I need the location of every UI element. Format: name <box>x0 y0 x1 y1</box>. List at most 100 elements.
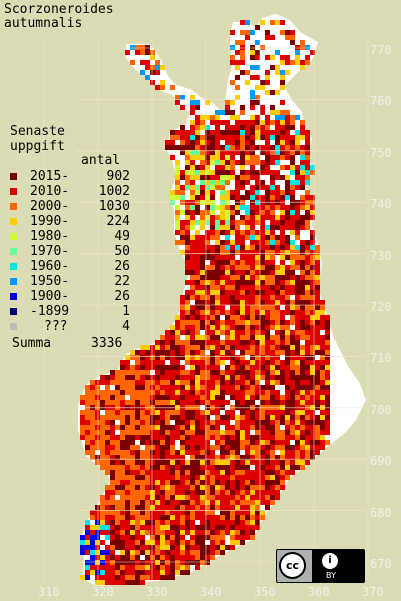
record-square <box>155 430 160 435</box>
record-square <box>265 435 270 440</box>
record-square <box>175 190 180 195</box>
record-square <box>200 225 205 230</box>
record-square <box>220 375 225 380</box>
record-square <box>310 435 315 440</box>
record-square <box>280 215 285 220</box>
record-square <box>210 525 215 530</box>
record-square <box>280 210 285 215</box>
record-square <box>270 350 275 355</box>
legend-row: -1899 1 <box>10 305 130 319</box>
record-square <box>275 135 280 140</box>
record-square <box>300 420 305 425</box>
record-square <box>295 345 300 350</box>
record-square <box>190 500 195 505</box>
record-square <box>265 160 270 165</box>
record-square <box>285 280 290 285</box>
record-square <box>125 445 130 450</box>
record-square <box>200 275 205 280</box>
record-square <box>240 265 245 270</box>
record-square <box>180 305 185 310</box>
record-square <box>260 195 265 200</box>
record-square <box>185 505 190 510</box>
record-square <box>125 410 130 415</box>
record-square <box>130 400 135 405</box>
record-square <box>205 290 210 295</box>
record-square <box>175 320 180 325</box>
record-square <box>190 220 195 225</box>
record-square <box>100 380 105 385</box>
record-square <box>180 435 185 440</box>
record-square <box>220 165 225 170</box>
record-square <box>210 545 215 550</box>
record-square <box>85 435 90 440</box>
record-square <box>255 50 260 55</box>
record-square <box>315 285 320 290</box>
record-square <box>255 255 260 260</box>
record-square <box>280 140 285 145</box>
record-square <box>240 520 245 525</box>
record-square <box>250 360 255 365</box>
record-square <box>195 185 200 190</box>
record-square <box>220 430 225 435</box>
record-square <box>290 320 295 325</box>
record-square <box>230 425 235 430</box>
record-square <box>245 205 250 210</box>
record-square <box>290 275 295 280</box>
record-square <box>265 490 270 495</box>
record-square <box>245 330 250 335</box>
record-square <box>215 535 220 540</box>
record-square <box>105 425 110 430</box>
record-square <box>290 265 295 270</box>
legend-row: 1990- 224 <box>10 215 130 229</box>
record-square <box>280 445 285 450</box>
record-square <box>255 490 260 495</box>
record-square <box>205 380 210 385</box>
record-square <box>170 135 175 140</box>
record-square <box>300 40 305 45</box>
record-square <box>310 255 315 260</box>
record-square <box>230 455 235 460</box>
record-square <box>275 460 280 465</box>
record-square <box>225 425 230 430</box>
record-square <box>265 80 270 85</box>
record-square <box>125 525 130 530</box>
record-square <box>250 105 255 110</box>
record-square <box>185 340 190 345</box>
record-square <box>300 240 305 245</box>
record-square <box>240 150 245 155</box>
record-square <box>195 540 200 545</box>
record-square <box>90 415 95 420</box>
record-square <box>315 345 320 350</box>
record-square <box>315 420 320 425</box>
record-square <box>240 320 245 325</box>
record-square <box>200 425 205 430</box>
record-square <box>310 395 315 400</box>
record-square <box>180 220 185 225</box>
record-square <box>90 395 95 400</box>
legend-swatch <box>10 323 17 330</box>
record-square <box>245 270 250 275</box>
y-tick-label: 700 <box>370 402 392 417</box>
record-square <box>125 510 130 515</box>
record-square <box>255 335 260 340</box>
record-square <box>250 525 255 530</box>
record-square <box>250 410 255 415</box>
record-square <box>185 435 190 440</box>
record-square <box>175 400 180 405</box>
record-square <box>230 250 235 255</box>
record-square <box>245 325 250 330</box>
record-square <box>235 330 240 335</box>
record-square <box>195 355 200 360</box>
record-square <box>275 305 280 310</box>
record-square <box>260 395 265 400</box>
record-square <box>290 315 295 320</box>
record-square <box>225 130 230 135</box>
record-square <box>310 430 315 435</box>
record-square <box>140 565 145 570</box>
record-square <box>305 310 310 315</box>
record-square <box>210 365 215 370</box>
record-square <box>200 270 205 275</box>
record-square <box>225 335 230 340</box>
record-square <box>180 445 185 450</box>
record-square <box>175 505 180 510</box>
